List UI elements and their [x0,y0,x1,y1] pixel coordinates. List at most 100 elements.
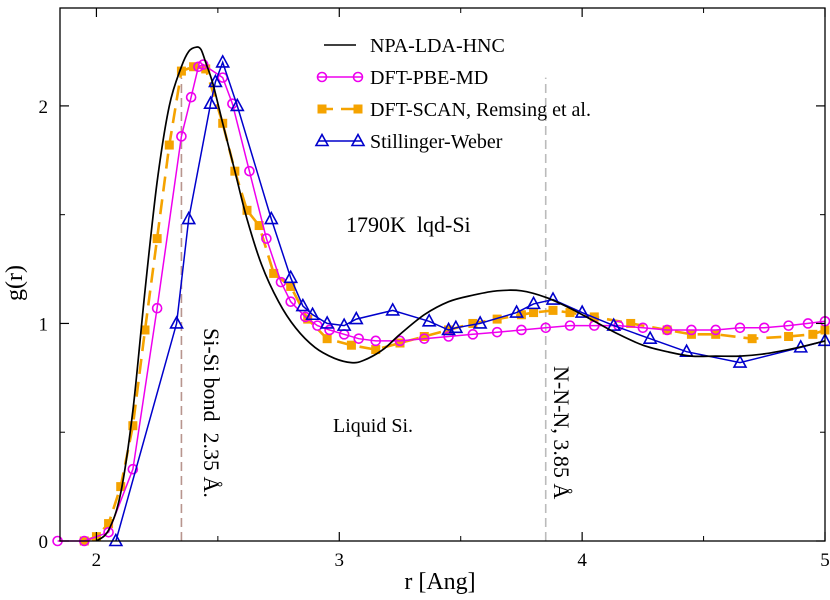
annotation-sisi-bond: Si-Si bond 2.35 Å. [199,328,224,498]
data-point-dft-pbe-md [197,59,209,70]
legend-label-npa-lda-hnc: NPA-LDA-HNC [370,35,505,57]
data-point-stillinger-weber [283,269,299,284]
data-point-dft-scan-remsing-et-al [808,329,818,339]
data-point-dft-pbe-md [370,335,382,347]
data-point-stillinger-weber [421,313,437,327]
data-point-dft-pbe-md [185,91,197,103]
data-point-dft-scan-remsing-et-al [395,338,405,348]
data-point-stillinger-weber [472,315,488,329]
data-point-dft-scan-remsing-et-al [140,325,150,335]
data-point-dft-scan-remsing-et-al [747,334,757,344]
annotation-nnn: N-N-N, 3.85 Å [549,366,574,499]
series-line-dft-pbe-md [57,63,826,542]
x-tick-label: 4 [577,550,587,571]
data-point-dft-scan-remsing-et-al [468,318,478,328]
legend-marker-dft-pbe-md [352,71,364,83]
x-tick-label: 5 [820,550,830,571]
legend-marker-dft-scan-remsing-et-al [353,104,363,114]
data-point-dft-pbe-md [353,333,365,344]
data-point-dft-scan-remsing-et-al [626,318,636,328]
data-point-dft-scan-remsing-et-al [346,340,356,350]
data-point-stillinger-weber [574,304,590,318]
data-point-stillinger-weber [509,304,524,318]
data-point-dft-pbe-md [661,324,673,336]
data-point-stillinger-weber [305,306,320,321]
x-tick-label: 2 [92,550,102,571]
x-tick-label: 3 [335,550,345,571]
legend-label-dft-scan-remsing-et-al: DFT-SCAN, Remsing et al. [370,99,591,121]
data-point-dft-scan-remsing-et-al [164,140,174,150]
data-point-dft-scan-remsing-et-al [116,482,126,492]
series-line-stillinger-weber [115,60,826,542]
data-point-dft-pbe-md [637,322,649,334]
data-point-dft-scan-remsing-et-al [322,334,332,344]
data-point-stillinger-weber [229,97,245,112]
legend: NPA-LDA-HNC DFT-PBE-MD DFT-SCAN, Remsing e… [314,35,591,153]
series-layer [52,46,830,547]
y-tick-label: 1 [39,314,49,335]
data-point-dft-scan-remsing-et-al [242,205,252,215]
data-point-stillinger-weber [385,302,401,316]
data-point-dft-pbe-md [467,329,479,340]
data-point-stillinger-weber [448,319,464,334]
data-point-dft-scan-remsing-et-al [104,519,114,529]
data-point-stillinger-weber [606,317,622,331]
y-axis-label: g(r) [2,265,28,301]
data-point-dft-pbe-md [734,322,746,334]
annotation-liquid: Liquid Si. [333,415,413,437]
legend-label-stillinger-weber: Stillinger-Weber [370,131,503,153]
data-point-dft-pbe-md [193,61,204,73]
y-tick-label: 0 [39,532,49,553]
series-npa-lda-hnc [95,46,826,542]
data-point-dft-scan-remsing-et-al [152,234,162,244]
data-point-stillinger-weber [642,330,658,344]
data-point-stillinger-weber [108,532,124,547]
reference-lines [180,77,547,541]
series-stillinger-weber [108,54,830,547]
data-point-dft-scan-remsing-et-al [269,268,279,278]
data-point-dft-pbe-md [710,324,722,336]
data-point-stillinger-weber [215,54,231,68]
data-point-dft-pbe-md [516,324,527,336]
data-point-dft-pbe-md [783,320,794,331]
data-point-dft-pbe-md [127,463,139,475]
legend-marker-dft-scan-remsing-et-al [317,104,327,114]
data-point-stillinger-weber [203,95,218,110]
plot-frame [59,7,826,542]
data-point-stillinger-weber [295,297,311,312]
data-point-dft-pbe-md [324,324,335,336]
data-point-dft-scan-remsing-et-al [419,332,429,342]
data-point-stillinger-weber [319,315,335,329]
data-point-stillinger-weber [169,315,184,329]
data-point-dft-pbe-md [299,311,311,323]
data-point-dft-scan-remsing-et-al [128,421,138,431]
data-point-dft-scan-remsing-et-al [784,332,794,342]
data-point-dft-pbe-md [394,335,406,347]
data-point-dft-scan-remsing-et-al [176,66,186,76]
legend-marker-stillinger-weber [314,132,330,147]
data-point-stillinger-weber [263,210,279,225]
data-point-dft-pbe-md [151,302,163,314]
data-point-dft-scan-remsing-et-al [548,305,558,315]
data-point-dft-pbe-md [418,333,430,344]
data-point-stillinger-weber [336,317,352,331]
data-point-dft-pbe-md [802,318,814,329]
y-tick-label: 2 [39,97,49,118]
x-axis-label: r [Ang] [404,569,475,595]
data-point-dft-scan-remsing-et-al [254,221,264,231]
data-point-dft-pbe-md [285,296,297,307]
legend-label-dft-pbe-md: DFT-PBE-MD [370,67,488,89]
data-point-dft-scan-remsing-et-al [371,345,381,355]
data-point-dft-pbe-md [540,322,552,334]
legend-marker-dft-pbe-md [316,71,328,83]
data-point-stillinger-weber [526,295,541,310]
data-point-stillinger-weber [181,210,197,225]
data-point-dft-pbe-md [261,233,272,244]
legend-marker-stillinger-weber [350,132,366,147]
annotation-temperature: 1790K lqd-Si [346,212,471,237]
data-point-dft-pbe-md [443,331,454,342]
series-line-npa-lda-hnc [95,46,826,542]
axis-ticks: 2 3 4 5 0 1 2 [39,8,830,571]
